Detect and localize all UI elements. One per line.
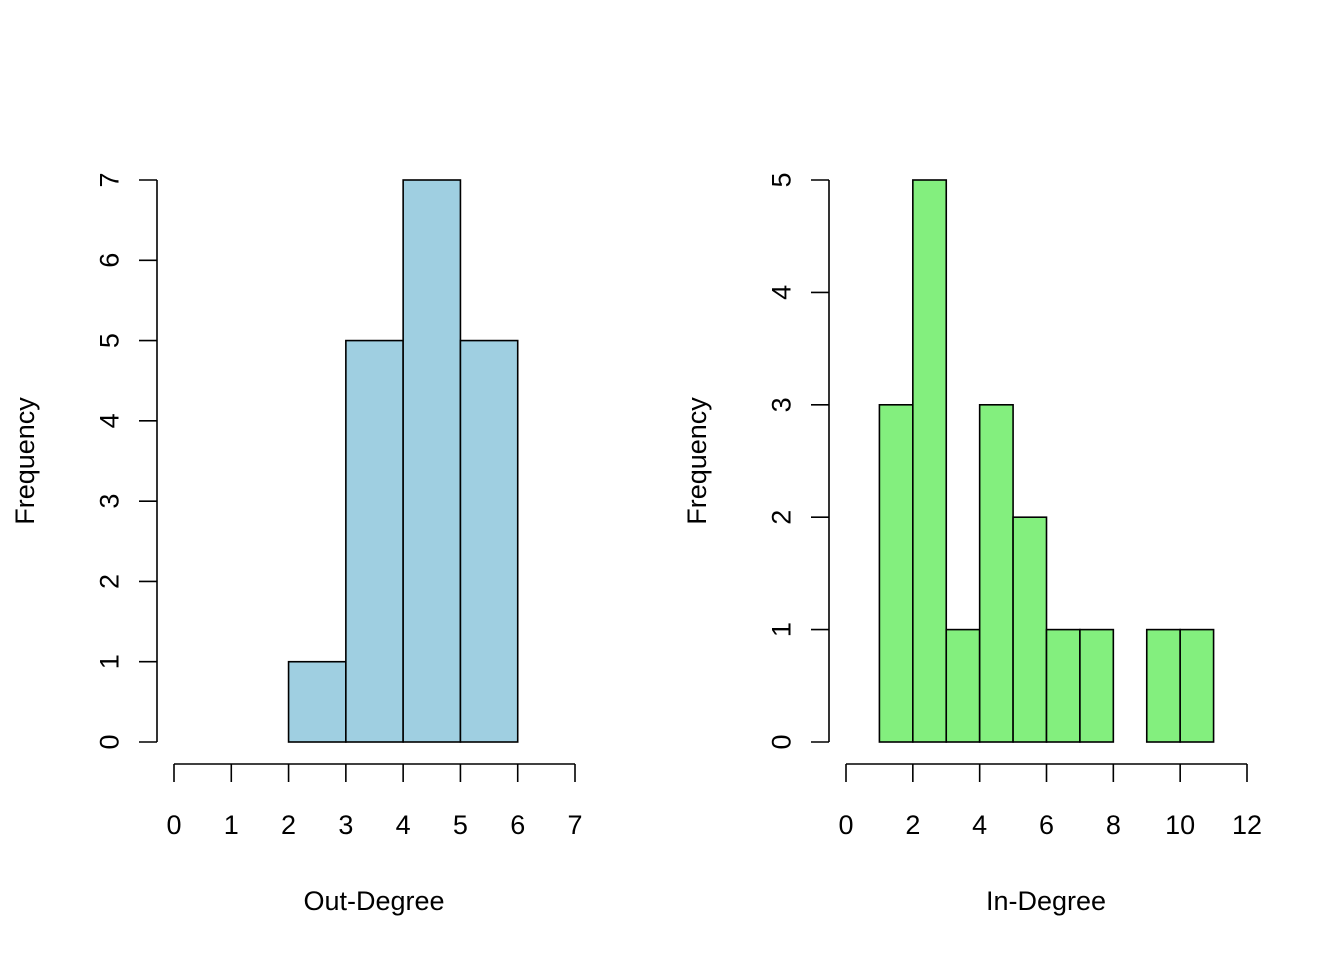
in-degree-y-tick-label: 0 bbox=[766, 734, 796, 749]
out-degree-x-tick-label: 0 bbox=[166, 810, 181, 840]
in-degree-x-tick-label: 8 bbox=[1106, 810, 1121, 840]
in-degree-bar bbox=[1145, 628, 1181, 743]
in-degree-y-tick-label: 4 bbox=[766, 285, 796, 300]
out-degree-bar bbox=[459, 339, 519, 743]
out-degree-x-tick-label: 5 bbox=[453, 810, 468, 840]
in-degree-ylabel: Frequency bbox=[682, 397, 712, 525]
out-degree-histogram: Out-Degree Frequency 0 1 2 3 4 5 6 7 0 1 2 3 4 5 6 7 bbox=[10, 172, 583, 916]
in-degree-bar bbox=[1012, 516, 1048, 743]
out-degree-y-tick-label: 5 bbox=[94, 333, 124, 348]
in-degree-bar bbox=[978, 403, 1014, 743]
out-degree-x-tick-label: 4 bbox=[396, 810, 411, 840]
out-degree-x-tick-label: 3 bbox=[338, 810, 353, 840]
in-degree-bar bbox=[1079, 628, 1115, 743]
in-degree-y-tick-label: 5 bbox=[766, 172, 796, 187]
out-degree-bar bbox=[402, 179, 462, 743]
in-degree-x-tick-label: 12 bbox=[1232, 810, 1262, 840]
in-degree-xlabel: In-Degree bbox=[986, 886, 1106, 916]
out-degree-y-tick-label: 6 bbox=[94, 253, 124, 268]
out-degree-y-tick-label: 7 bbox=[94, 172, 124, 187]
out-degree-ylabel: Frequency bbox=[10, 397, 40, 525]
in-degree-x-tick-label: 2 bbox=[905, 810, 920, 840]
in-degree-bar bbox=[912, 179, 948, 743]
out-degree-bar bbox=[287, 660, 347, 743]
in-degree-bar bbox=[878, 403, 914, 743]
out-degree-y-tick-label: 1 bbox=[94, 654, 124, 669]
in-degree-y-tick-label: 3 bbox=[766, 397, 796, 412]
out-degree-y-tick-label: 4 bbox=[94, 413, 124, 428]
out-degree-y-tick-label: 3 bbox=[94, 494, 124, 509]
in-degree-x-tick-label: 0 bbox=[838, 810, 853, 840]
in-degree-bar bbox=[1179, 628, 1215, 743]
out-degree-x-tick-label: 7 bbox=[567, 810, 582, 840]
out-degree-x-tick-label: 6 bbox=[510, 810, 525, 840]
out-degree-xlabel: Out-Degree bbox=[303, 886, 444, 916]
in-degree-x-tick-label: 6 bbox=[1039, 810, 1054, 840]
in-degree-bar bbox=[1045, 628, 1081, 743]
in-degree-y-tick-label: 2 bbox=[766, 510, 796, 525]
in-degree-bar bbox=[945, 628, 981, 743]
out-degree-bar bbox=[345, 339, 404, 743]
out-degree-x-tick-label: 1 bbox=[224, 810, 239, 840]
out-degree-y-tick-label: 0 bbox=[94, 734, 124, 749]
out-degree-y-tick-label: 2 bbox=[94, 574, 124, 589]
out-degree-x-tick-label: 2 bbox=[281, 810, 296, 840]
in-degree-x-tick-label: 10 bbox=[1165, 810, 1195, 840]
in-degree-y-tick-label: 1 bbox=[766, 622, 796, 637]
in-degree-x-tick-label: 4 bbox=[972, 810, 987, 840]
